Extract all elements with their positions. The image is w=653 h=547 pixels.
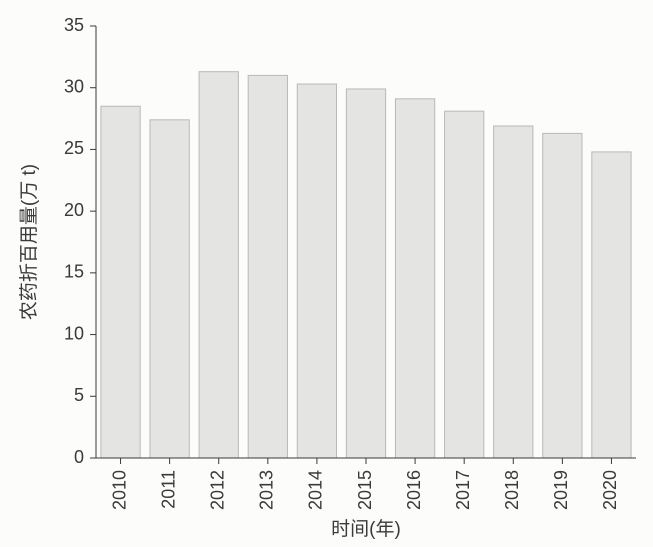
bar-2015 — [346, 89, 385, 458]
bar-2013 — [248, 75, 287, 458]
x-tick-label: 2019 — [551, 470, 571, 510]
x-axis-label: 时间(年) — [331, 518, 401, 540]
x-tick-label: 2020 — [600, 470, 620, 510]
y-tick-label: 0 — [74, 447, 84, 467]
bar-2012 — [199, 72, 238, 458]
y-tick-label: 35 — [64, 15, 84, 35]
y-tick-label: 5 — [74, 385, 84, 405]
bar-2011 — [150, 120, 189, 458]
x-tick-label: 2016 — [404, 470, 424, 510]
y-tick-label: 20 — [64, 200, 84, 220]
x-tick-label: 2018 — [502, 470, 522, 510]
x-tick-label: 2015 — [355, 470, 375, 510]
x-tick-label: 2011 — [158, 470, 178, 509]
bar-chart: 0 5 10 15 20 25 30 35 2010 2011 2012 2013 2014 2015 20… — [0, 0, 653, 547]
bar-2019 — [543, 133, 582, 458]
bar-2017 — [445, 111, 484, 458]
bar-2020 — [592, 152, 631, 458]
bar-2014 — [297, 84, 336, 458]
x-tick-label: 2012 — [207, 470, 227, 510]
y-tick-label: 25 — [64, 138, 84, 158]
x-tick-label: 2014 — [306, 470, 326, 510]
x-tick-label: 2010 — [109, 470, 129, 510]
x-tick-label: 2013 — [257, 470, 277, 510]
x-tick-label: 2017 — [453, 470, 473, 510]
y-axis-label: 农药折百用量(万 t) — [18, 164, 40, 320]
bar-2018 — [494, 126, 533, 458]
bar-2016 — [395, 99, 434, 458]
y-tick-label: 30 — [64, 76, 84, 96]
bar-2010 — [101, 106, 140, 458]
y-tick-label: 15 — [64, 262, 84, 282]
y-tick-label: 10 — [64, 323, 84, 343]
